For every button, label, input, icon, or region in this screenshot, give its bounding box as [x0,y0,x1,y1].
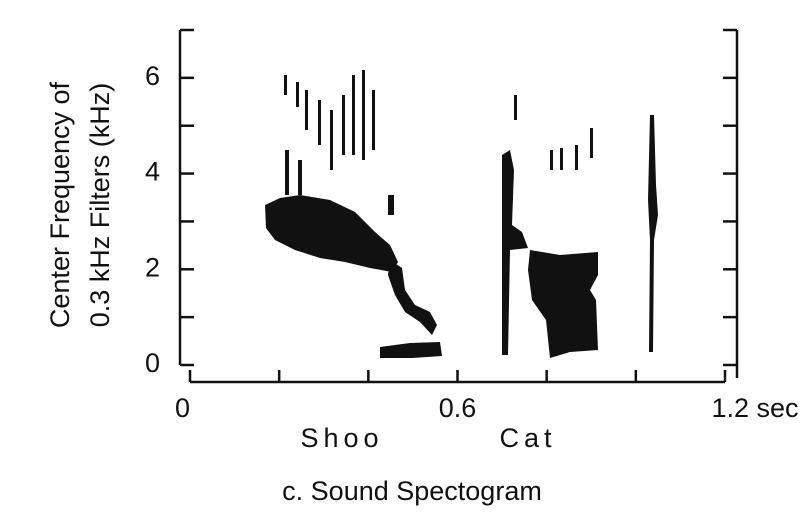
chart-title: c. Sound Spectogram [282,476,542,506]
spectrogram-cat [502,95,658,358]
y-axis-label: Center Frequency of [45,81,75,328]
spectrogram-shoo [265,70,442,358]
y-axis-label: 0.3 kHz Filters (kHz) [85,83,115,328]
x-tick-label: 0 [175,393,190,423]
y-tick-label: 4 [145,157,160,187]
annotation: Cat [499,423,556,453]
y-tick-label: 2 [145,252,160,282]
x-tick-label: 1.2 sec [711,393,798,423]
y-tick-label: 6 [145,61,160,91]
y-tick-label: 0 [145,348,160,378]
x-tick-label: 0.6 [439,393,477,423]
annotation: Shoo [300,423,383,453]
